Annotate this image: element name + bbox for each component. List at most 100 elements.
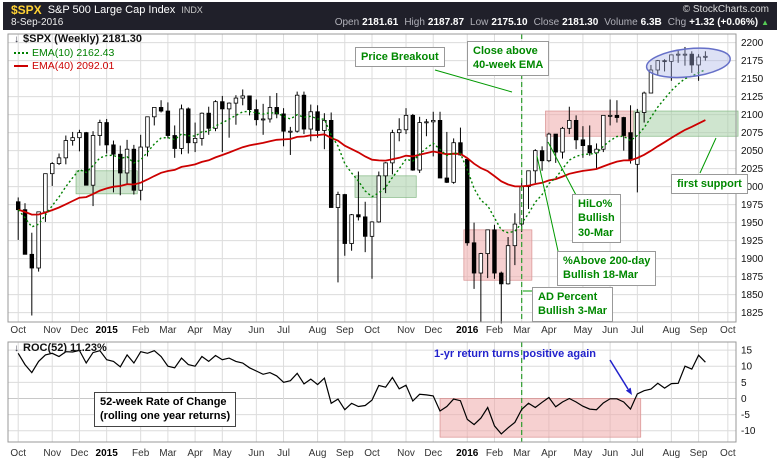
svg-text:Aug: Aug <box>309 448 327 459</box>
svg-text:2200: 2200 <box>741 38 764 49</box>
annotation-line: 1-yr return turns positive again <box>434 348 596 360</box>
quote-close: Close 2181.30 <box>533 17 599 28</box>
quote-volume: Volume 6.3B <box>604 17 662 28</box>
roc-panel: 15 10 5 0 -5 -10 Oct Nov Dec 2015 Feb Mar Apr May Jun J… <box>7 341 756 459</box>
svg-text:Mar: Mar <box>513 448 531 459</box>
svg-text:Aug: Aug <box>662 325 680 336</box>
annotation-line: 40-week EMA <box>473 59 544 72</box>
svg-text:2150: 2150 <box>741 74 764 85</box>
symbol: $SPX <box>11 2 42 17</box>
svg-text:Dec: Dec <box>424 325 442 336</box>
position-arrow-icon: ↓ <box>14 342 19 354</box>
chart-date: 8-Sep-2016 <box>11 17 64 28</box>
svg-text:1950: 1950 <box>741 218 764 229</box>
svg-text:2025: 2025 <box>741 164 764 175</box>
legend-roc-label: ROC(52) 11.23% <box>23 342 107 354</box>
svg-text:Feb: Feb <box>132 448 150 459</box>
svg-text:May: May <box>213 325 232 336</box>
svg-text:1875: 1875 <box>741 272 764 283</box>
legend-ema40-label: EMA(40) 2092.01 <box>32 60 115 72</box>
svg-text:Apr: Apr <box>541 325 557 336</box>
svg-text:2050: 2050 <box>741 146 764 157</box>
svg-text:Feb: Feb <box>486 448 504 459</box>
annotation-hilo-bullish: HiLo% Bullish 30-Mar <box>572 194 621 243</box>
annotation-roc-positive: 1-yr return turns positive again <box>434 347 596 361</box>
copyright: © StockCharts.com <box>682 4 769 15</box>
svg-text:Nov: Nov <box>397 325 415 336</box>
header-quote-row: 8-Sep-2016 Open 2181.61 High 2187.87 Low… <box>11 16 769 29</box>
svg-text:1975: 1975 <box>741 200 764 211</box>
annotation-close-above-ema: Close above 40-week EMA <box>467 41 550 76</box>
svg-text:Dec: Dec <box>424 448 442 459</box>
annotation-line: %Above 200-day <box>563 255 651 267</box>
svg-text:2015: 2015 <box>96 325 119 336</box>
legend-spx: ↓ $SPX (Weekly) 2181.30 <box>14 33 142 45</box>
svg-text:Jul: Jul <box>277 325 290 336</box>
svg-text:Nov: Nov <box>43 325 61 336</box>
ema10-line-swatch <box>14 52 28 54</box>
change-up-icon: ▲ <box>761 18 769 27</box>
svg-text:2016: 2016 <box>456 448 479 459</box>
ema40-line-swatch <box>14 65 28 67</box>
svg-text:Apr: Apr <box>187 325 203 336</box>
quote-change: Chg +1.32 (+0.06%) ▲ <box>667 17 769 28</box>
price-panel: 2200 2175 2150 2125 2100 2075 2050 2025 2000 1975… <box>7 33 764 336</box>
svg-text:Mar: Mar <box>159 325 177 336</box>
svg-text:Aug: Aug <box>662 448 680 459</box>
svg-text:Jun: Jun <box>602 325 618 336</box>
header-title-row: $SPX S&P 500 Large Cap Index INDX © Stoc… <box>11 2 769 17</box>
svg-text:Jun: Jun <box>248 325 264 336</box>
svg-text:2016: 2016 <box>456 325 479 336</box>
svg-text:Oct: Oct <box>10 325 26 336</box>
svg-text:Sep: Sep <box>336 448 354 459</box>
annotation-pct-above-200day: %Above 200-day Bullish 18-Mar <box>557 251 657 286</box>
svg-text:Nov: Nov <box>43 448 61 459</box>
svg-text:10: 10 <box>741 362 753 373</box>
legend-roc: ↓ ROC(52) 11.23% <box>14 342 107 354</box>
annotation-line: Bullish 3-Mar <box>538 305 608 318</box>
svg-text:Jun: Jun <box>248 448 264 459</box>
annotation-roc-explainer: 52-week Rate of Change (rolling one year… <box>94 392 237 427</box>
annotation-ad-percent: AD Percent Bullish 3-Mar <box>532 287 614 322</box>
svg-text:2125: 2125 <box>741 92 764 103</box>
svg-text:0: 0 <box>741 394 747 405</box>
svg-text:Feb: Feb <box>132 325 150 336</box>
position-arrow-icon: ↓ <box>14 33 19 45</box>
svg-text:Aug: Aug <box>309 325 327 336</box>
svg-text:Sep: Sep <box>336 325 354 336</box>
svg-text:May: May <box>573 325 592 336</box>
annotation-line: AD Percent <box>538 291 598 303</box>
svg-text:1925: 1925 <box>741 236 764 247</box>
annotation-line: first support <box>677 178 742 190</box>
svg-text:Jul: Jul <box>631 325 644 336</box>
annotation-line: Bullish 18-Mar <box>563 269 639 282</box>
annotation-price-breakout: Price Breakout <box>355 47 445 68</box>
svg-text:5: 5 <box>741 378 747 389</box>
svg-text:Mar: Mar <box>513 325 531 336</box>
quote-low: Low 2175.10 <box>470 17 528 28</box>
annotation-line: Close above <box>473 45 538 57</box>
annotation-first-support: first support <box>671 174 748 195</box>
svg-text:1900: 1900 <box>741 254 764 265</box>
svg-text:Dec: Dec <box>71 325 89 336</box>
svg-text:2175: 2175 <box>741 56 764 67</box>
svg-text:Sep: Sep <box>690 325 708 336</box>
legend-ema10: EMA(10) 2162.43 <box>14 47 114 59</box>
annotation-line: 30-Mar <box>578 226 614 239</box>
svg-text:May: May <box>213 448 232 459</box>
svg-text:Jul: Jul <box>277 448 290 459</box>
svg-text:2000: 2000 <box>741 182 764 193</box>
svg-text:-5: -5 <box>741 410 750 421</box>
svg-text:2100: 2100 <box>741 110 764 121</box>
svg-text:May: May <box>573 448 592 459</box>
quote-high: High 2187.87 <box>404 17 465 28</box>
svg-text:Jul: Jul <box>631 448 644 459</box>
svg-text:2075: 2075 <box>741 128 764 139</box>
svg-text:Jun: Jun <box>602 448 618 459</box>
svg-text:Apr: Apr <box>541 448 557 459</box>
annotation-line: HiLo% <box>578 198 613 210</box>
quote-open: Open 2181.61 <box>334 17 399 28</box>
svg-text:1825: 1825 <box>741 308 764 319</box>
svg-text:Oct: Oct <box>364 325 380 336</box>
